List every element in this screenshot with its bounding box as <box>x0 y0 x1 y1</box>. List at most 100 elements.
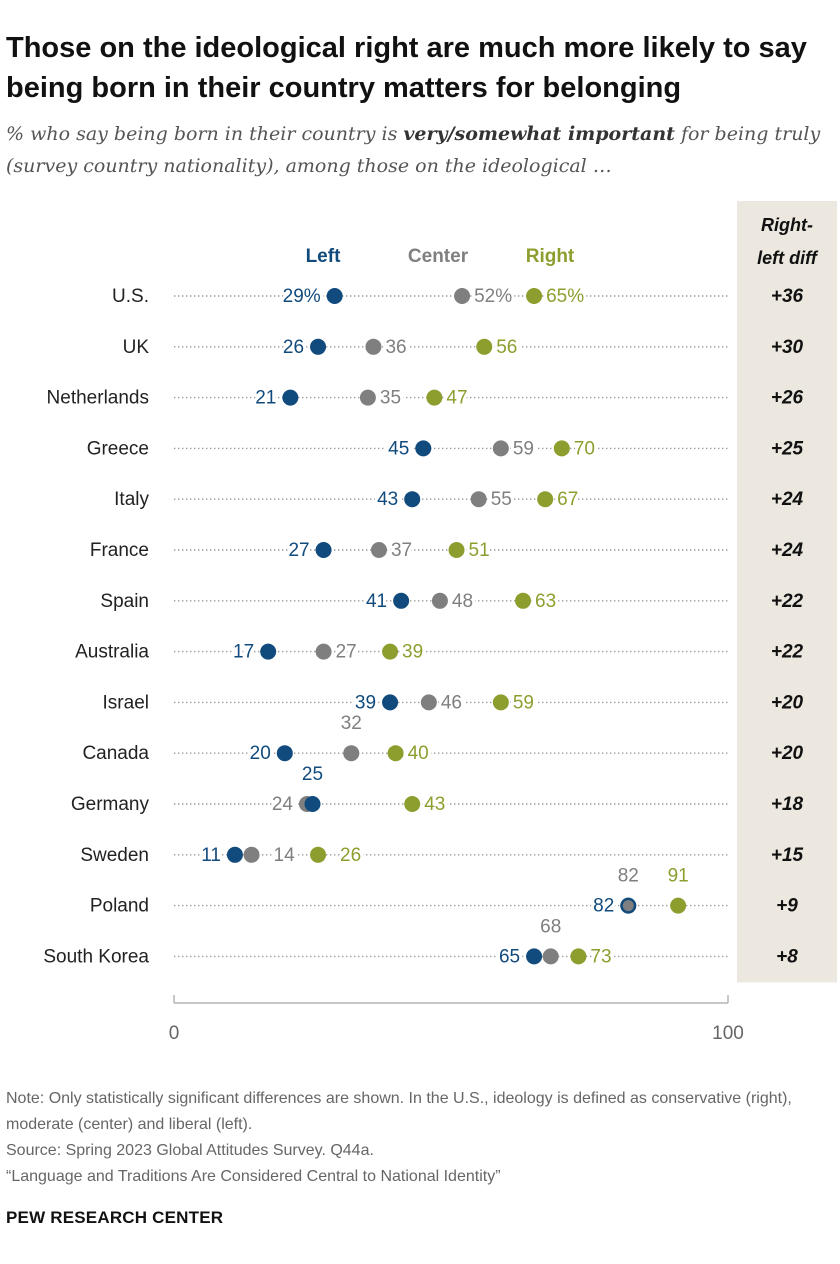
diff-value: +26 <box>771 388 804 409</box>
notes: Note: Only statistically significant dif… <box>6 1086 836 1190</box>
data-label-left: 20 <box>250 743 271 764</box>
legend-center: Center <box>408 246 469 267</box>
data-label-left: 17 <box>233 642 254 663</box>
subtitle-text-start: % who say being born in their country is <box>6 123 404 145</box>
data-label-right: 40 <box>408 743 429 764</box>
dot-left <box>526 948 543 965</box>
country-label: U.S. <box>112 286 149 307</box>
country-label: Italy <box>114 489 149 510</box>
data-label-right: 59 <box>513 692 534 713</box>
data-label-right: 51 <box>469 540 490 561</box>
diff-value: +8 <box>776 946 798 967</box>
country-label: Canada <box>82 743 149 764</box>
diff-value: +30 <box>771 337 804 358</box>
country-label: Germany <box>71 794 150 815</box>
data-label-center: 68 <box>540 916 561 937</box>
data-label-center: 36 <box>385 337 406 358</box>
dot-center <box>370 542 387 558</box>
country-label: Australia <box>75 642 149 663</box>
chart-title: Those on the ideological right are much … <box>6 32 807 104</box>
dot-right <box>387 745 404 762</box>
dot-center <box>470 491 487 508</box>
dot-center <box>542 948 559 965</box>
dot-right <box>426 389 443 406</box>
dot-left <box>382 694 399 711</box>
dot-left <box>276 745 293 762</box>
legend-left: Left <box>306 246 342 267</box>
dot-left <box>260 643 277 660</box>
dot-left <box>415 440 432 457</box>
dot-right <box>476 338 493 355</box>
dot-right <box>515 592 532 609</box>
data-label-left: 21 <box>255 388 276 409</box>
data-label-left: 82 <box>593 896 614 917</box>
dot-right <box>310 846 327 863</box>
country-label: Israel <box>103 692 149 713</box>
dot-right <box>570 948 587 965</box>
dot-left <box>393 592 410 609</box>
data-label-center: 48 <box>452 591 473 612</box>
data-label-left: 43 <box>377 489 398 510</box>
data-label-left: 41 <box>366 591 387 612</box>
data-label-left: 11 <box>201 845 221 866</box>
legend-right: Right <box>526 246 575 267</box>
data-label-center: 46 <box>441 692 462 713</box>
data-label-right: 26 <box>340 845 361 866</box>
country-label: South Korea <box>43 946 149 967</box>
data-label-center: 37 <box>391 540 412 561</box>
dot-right <box>448 542 465 558</box>
data-label-left: 39 <box>355 692 376 713</box>
dot-left <box>315 542 332 558</box>
dot-center <box>454 288 471 304</box>
data-label-center: 82 <box>618 866 639 887</box>
dot-right <box>670 897 687 914</box>
data-label-left: 25 <box>302 764 323 785</box>
dot-left <box>326 288 343 304</box>
dot-right <box>537 491 554 508</box>
country-label: Spain <box>100 591 149 612</box>
data-label-right: 43 <box>424 794 445 815</box>
diff-value: +25 <box>771 438 804 459</box>
data-label-left: 26 <box>283 337 304 358</box>
data-label-right: 39 <box>402 642 423 663</box>
chart-subtitle: % who say being born in their country is… <box>6 118 836 182</box>
country-label: Sweden <box>80 845 149 866</box>
brand-logo-text: PEW RESEARCH CENTER <box>6 1208 224 1227</box>
dot-center <box>492 440 509 457</box>
diff-value: +9 <box>776 896 798 917</box>
diff-value: +18 <box>771 794 804 815</box>
country-label: Greece <box>87 438 149 459</box>
data-label-center: 59 <box>513 438 534 459</box>
dot-center <box>343 745 360 762</box>
data-label-left: 27 <box>288 540 309 561</box>
data-label-right: 47 <box>446 388 467 409</box>
report-title: “Language and Traditions Are Considered … <box>6 1168 501 1185</box>
diff-value: +24 <box>771 489 804 510</box>
data-label-right: 67 <box>557 489 578 510</box>
data-label-center: 32 <box>341 713 362 734</box>
dot-left <box>310 338 327 355</box>
dot-right <box>526 288 543 304</box>
data-label-center: 14 <box>274 845 296 866</box>
data-label-center: 24 <box>272 794 294 815</box>
data-label-right: 91 <box>668 866 689 887</box>
diff-column-background <box>737 201 837 983</box>
diff-value: +22 <box>771 591 804 612</box>
dot-right <box>382 643 399 660</box>
x-tick-label: 100 <box>712 1023 744 1044</box>
note-text: Note: Only statistically significant dif… <box>6 1090 792 1133</box>
diff-value: +22 <box>771 642 804 663</box>
dot-left <box>404 491 421 508</box>
dot-right <box>553 440 570 457</box>
diff-column-header: Right- <box>761 215 813 235</box>
data-label-left: 29% <box>283 286 321 307</box>
x-tick-label: 0 <box>169 1023 180 1044</box>
subtitle-text-end: for being truly (survey country national… <box>6 123 821 177</box>
dot-plot: Right-left diff Left Center Right U.S. 29% 52%… <box>43 201 837 1044</box>
dot-center-overlap <box>622 900 634 912</box>
data-label-center: 35 <box>380 388 401 409</box>
source-text: Source: Spring 2023 Global Attitudes Sur… <box>6 1142 374 1159</box>
dot-center <box>359 389 376 406</box>
country-label: Poland <box>90 896 149 917</box>
data-label-left: 65 <box>499 946 520 967</box>
